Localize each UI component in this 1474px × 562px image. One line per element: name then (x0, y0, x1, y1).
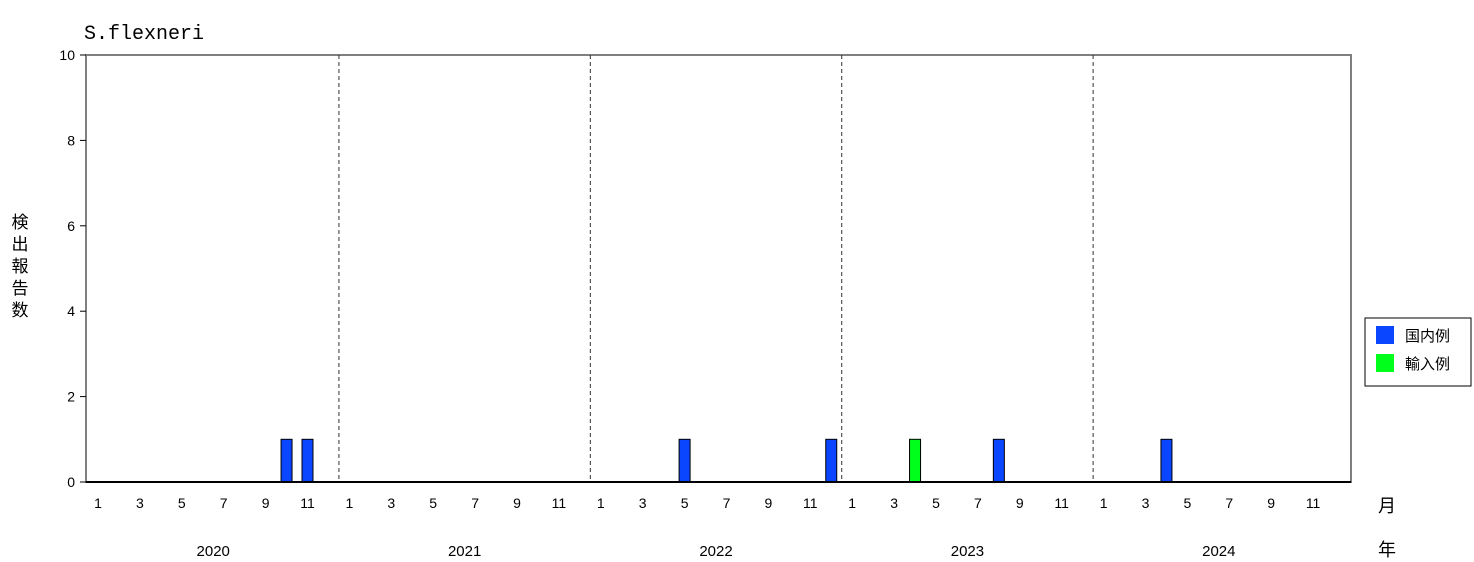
year-unit-label: 年 (1378, 540, 1396, 560)
x-month-tick-label: 5 (429, 495, 437, 511)
x-month-tick-label: 1 (1100, 495, 1108, 511)
x-month-tick-label: 7 (723, 495, 731, 511)
y-axis-label-char: 数 (12, 301, 29, 320)
legend-swatch (1376, 326, 1394, 344)
month-unit-label: 月 (1378, 496, 1396, 516)
x-month-tick-label: 11 (1054, 495, 1069, 511)
year-separators (338, 55, 1094, 482)
x-month-tick-label: 3 (387, 495, 395, 511)
y-axis-label-char: 告 (12, 279, 29, 298)
y-tick-label: 10 (59, 47, 75, 63)
x-month-tick-label: 11 (803, 495, 818, 511)
x-year-label: 2021 (448, 543, 481, 560)
x-month-tick-label: 1 (848, 495, 856, 511)
x-month-tick-label: 3 (136, 495, 144, 511)
bar (301, 438, 314, 483)
x-month-tick-label: 9 (765, 495, 773, 511)
x-month-tick-label: 7 (220, 495, 228, 511)
y-tick-label: 2 (67, 389, 75, 405)
x-month-tick-label: 5 (1184, 495, 1192, 511)
y-tick-label: 8 (67, 132, 75, 148)
y-tick-label: 6 (67, 218, 75, 234)
legend-label: 輸入例 (1405, 356, 1450, 373)
legend-label: 国内例 (1405, 328, 1450, 345)
x-month-tick-label: 7 (974, 495, 982, 511)
y-axis-label-char: 出 (12, 235, 29, 254)
bar (280, 438, 293, 483)
legend-swatch (1376, 354, 1394, 372)
x-month-tick-label: 5 (178, 495, 186, 511)
y-tick-label: 0 (67, 474, 75, 490)
x-month-tick-label: 5 (932, 495, 940, 511)
y-tick-label: 4 (67, 303, 75, 319)
x-month-tick-label: 3 (890, 495, 898, 511)
x-year-label: 2024 (1202, 543, 1235, 560)
x-month-tick-label: 7 (471, 495, 479, 511)
x-month-tick-label: 11 (300, 495, 315, 511)
x-month-tick-label: 11 (1306, 495, 1321, 511)
x-month-tick-label: 1 (94, 495, 102, 511)
x-month-tick-label: 5 (681, 495, 689, 511)
x-year-label: 2023 (951, 543, 984, 560)
y-axis: 0 2 4 6 8 10 (59, 47, 86, 490)
x-month-tick-label: 9 (513, 495, 521, 511)
x-month-tick-label: 11 (552, 495, 567, 511)
x-month-tick-label: 1 (597, 495, 605, 511)
x-year-label: 2020 (197, 543, 230, 560)
x-month-tick-label: 3 (639, 495, 647, 511)
y-axis-label-char: 検 (12, 213, 29, 232)
x-year-label: 2022 (699, 543, 732, 560)
x-month-tick-label: 1 (346, 495, 354, 511)
bar (1160, 438, 1173, 483)
x-month-tick-label: 9 (1016, 495, 1024, 511)
x-month-tick-label: 3 (1142, 495, 1150, 511)
chart-title: S.flexneri (84, 23, 204, 46)
y-axis-label-char: 報 (12, 257, 29, 276)
bar (678, 438, 691, 483)
bar (825, 438, 838, 483)
plot-area (85, 54, 1352, 483)
bar (909, 438, 922, 483)
x-month-tick-label: 9 (1267, 495, 1275, 511)
x-month-tick-label: 7 (1225, 495, 1233, 511)
bar (992, 438, 1005, 483)
x-month-tick-label: 9 (262, 495, 270, 511)
bars (280, 438, 1173, 483)
